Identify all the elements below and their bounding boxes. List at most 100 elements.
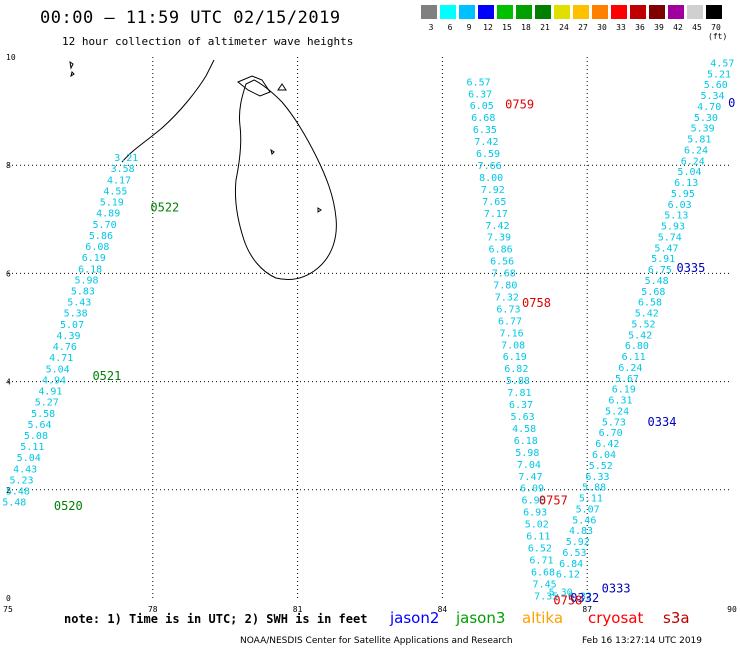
wave-height-value: 5.24 [605,406,629,417]
legend-label: 9 [466,23,472,32]
wave-height-value: 4.91 [38,387,62,398]
wave-height-value: 7.68 [492,269,516,280]
pass-time-label: 0758 [553,594,582,608]
wave-height-value: 5.98 [515,448,539,459]
wave-height-value: 6.68 [531,567,555,578]
wave-height-value: 6.77 [498,316,522,327]
legend-swatch [611,5,627,19]
legend-swatch [516,5,532,19]
y-tick-label: 4 [6,378,11,387]
legend-swatch [649,5,665,19]
wave-height-value: 3.58 [111,164,135,175]
wave-height-value: 5.58 [31,409,55,420]
x-tick-label: 90 [727,605,737,614]
wave-height-value: 3.21 [114,153,138,164]
wave-height-value: 6.80 [625,341,649,352]
wave-height-value: 4.43 [13,464,37,475]
legend-label: 6 [447,23,453,32]
wave-height-value: 6.09 [520,484,544,495]
wave-height-value: 5.21 [707,69,731,80]
wave-height-value: 5.11 [579,494,603,505]
wave-height-value: 6.98 [522,496,546,507]
note-text: note: 1) Time is in UTC; 2) SWH is in fe… [64,612,368,626]
wave-height-value: 5.07 [576,504,600,515]
wave-height-value: 6.42 [595,439,619,450]
wave-height-value: 5.60 [704,80,728,91]
wave-height-value: 6.31 [608,396,632,407]
wave-height-value: 6.13 [674,178,698,189]
pass-time-label: 0758 [522,296,551,310]
wave-height-value: 4.71 [49,353,73,364]
wave-height-value: 5.04 [677,167,701,178]
pass-time-label: 0 [728,96,735,110]
wave-height-value: 6.75 [648,265,672,276]
wave-height-value: 7.47 [518,472,542,483]
island-north [277,83,287,91]
wave-height-value: 5.68 [641,287,665,298]
wave-height-value: 5.73 [602,417,626,428]
y-tick-label: 2 [6,486,11,495]
coastline [69,59,337,281]
wave-height-value: 6.59 [476,149,500,160]
wave-height-value: 6.04 [592,450,616,461]
y-tick-label: 10 [6,53,16,62]
legend-label: 24 [559,23,569,32]
track-0757-0759: 6.576.376.056.686.357.426.597.668.007.92… [467,77,559,602]
jaffna-peninsula [237,75,271,97]
wave-height-value: 6.11 [526,532,550,543]
wave-height-value: 5.46 [572,515,596,526]
wave-height-value: 5.83 [71,286,95,297]
wave-height-value: 5.86 [89,231,113,242]
island-small [69,60,75,78]
legend-label: 45 [692,23,702,32]
wave-height-value: 6.24 [684,145,708,156]
wave-height-value: 5.52 [631,319,655,330]
wave-height-value: 6.33 [585,472,609,483]
wave-height-value: 5.23 [9,475,33,486]
wave-height-value: 5.42 [628,330,652,341]
wave-height-value: 6.18 [78,264,102,275]
wave-height-value: 5.48 [6,487,30,498]
legend-label: 12 [483,23,493,32]
wave-height-value: 6.53 [562,548,586,559]
wave-height-value: 7.45 [533,579,557,590]
wave-height-value: 6.57 [467,77,491,88]
wave-height-value: 6.71 [529,555,553,566]
legend-swatch [421,5,437,19]
wave-height-value: 7.39 [487,233,511,244]
wave-height-value: 5.42 [635,309,659,320]
y-tick-label: 6 [6,269,11,278]
wave-height-value: 6.73 [496,304,520,315]
legend-swatch [687,5,703,19]
wave-height-value: 6.84 [559,559,583,570]
wave-height-value: 7.65 [482,197,506,208]
wave-height-value: 5.98 [74,275,98,286]
wave-height-value: 6.35 [473,125,497,136]
wave-height-value: 5.92 [566,537,590,548]
wave-height-value: 7.08 [501,340,525,351]
wave-height-value: 4.76 [53,342,77,353]
wave-height-value: 5.93 [661,222,685,233]
wave-height-value: 5.88 [582,483,606,494]
pass-time-label: 0520 [54,499,83,513]
wave-height-value: 5.07 [60,320,84,331]
wave-height-value: 6.11 [622,352,646,363]
wave-height-value: 5.52 [589,461,613,472]
legend-swatch [573,5,589,19]
map-grid [8,57,732,598]
wave-height-value: 4.55 [103,186,127,197]
wave-height-value: 5.30 [549,588,573,599]
wave-height-value: 7.16 [500,328,524,339]
wave-height-value: 6.12 [556,570,580,581]
wave-height-value: 7.04 [517,460,541,471]
legend-swatch [554,5,570,19]
legend-swatch [497,5,513,19]
legend-label: 70 (ft) [708,23,728,41]
altimeter-tracks: 5.485.485.234.435.045.115.085.645.585.27… [2,58,734,602]
legend-swatch [478,5,494,19]
wave-height-value: 6.37 [468,89,492,100]
generated-timestamp: Feb 16 13:27:14 UTC 2019 [582,636,702,646]
wave-height-value: 5.11 [20,442,44,453]
x-tick-label: 87 [582,605,592,614]
